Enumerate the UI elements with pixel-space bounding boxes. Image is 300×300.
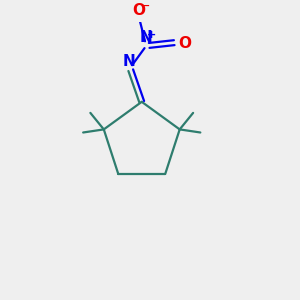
Text: +: + xyxy=(147,30,157,40)
Text: −: − xyxy=(141,1,150,11)
Text: N: N xyxy=(140,30,152,45)
Text: O: O xyxy=(133,3,146,18)
Text: O: O xyxy=(178,36,191,51)
Text: N: N xyxy=(123,54,136,69)
